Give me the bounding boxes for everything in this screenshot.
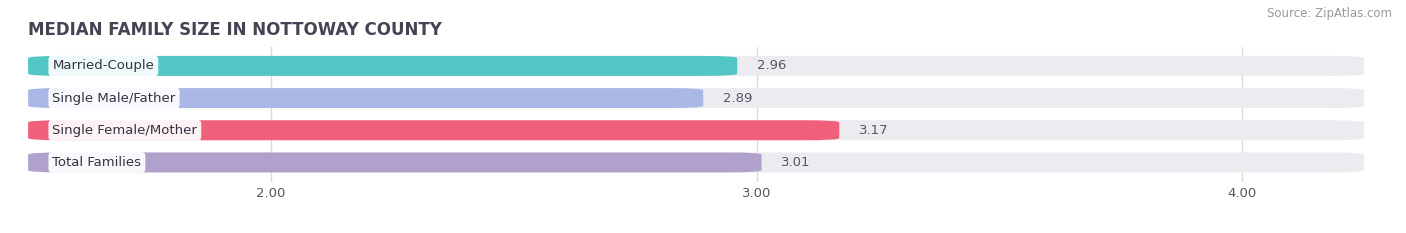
FancyBboxPatch shape [28, 120, 839, 140]
Text: 2.89: 2.89 [723, 92, 752, 105]
FancyBboxPatch shape [28, 56, 1364, 76]
FancyBboxPatch shape [28, 88, 703, 108]
Text: MEDIAN FAMILY SIZE IN NOTTOWAY COUNTY: MEDIAN FAMILY SIZE IN NOTTOWAY COUNTY [28, 21, 441, 39]
Text: Source: ZipAtlas.com: Source: ZipAtlas.com [1267, 7, 1392, 20]
FancyBboxPatch shape [28, 120, 1364, 140]
Text: Total Families: Total Families [52, 156, 142, 169]
FancyBboxPatch shape [28, 152, 1364, 172]
Text: 2.96: 2.96 [756, 59, 786, 72]
Text: 3.01: 3.01 [780, 156, 810, 169]
Text: Single Male/Father: Single Male/Father [52, 92, 176, 105]
FancyBboxPatch shape [28, 88, 1364, 108]
Text: Married-Couple: Married-Couple [52, 59, 155, 72]
Text: 3.17: 3.17 [859, 124, 889, 137]
Text: Single Female/Mother: Single Female/Mother [52, 124, 197, 137]
FancyBboxPatch shape [28, 152, 762, 172]
FancyBboxPatch shape [28, 56, 737, 76]
